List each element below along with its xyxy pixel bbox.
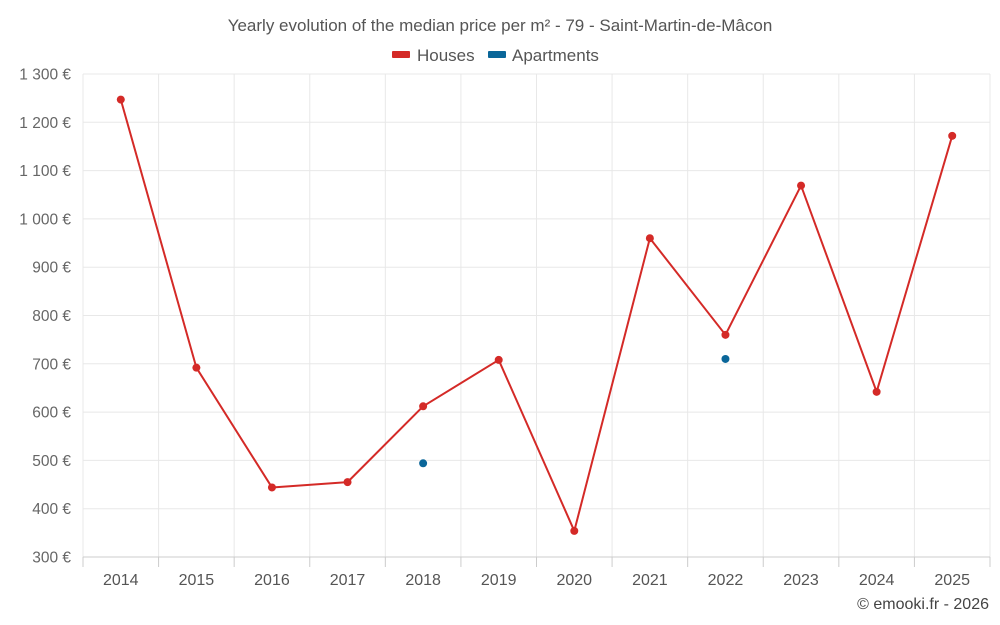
data-point-houses[interactable] — [343, 478, 352, 487]
series-houses — [116, 95, 957, 535]
series-apartments — [419, 354, 730, 468]
y-tick-label: 900 € — [32, 260, 71, 277]
x-tick-label: 2017 — [330, 572, 366, 589]
data-point-houses[interactable] — [797, 181, 806, 190]
data-point-houses[interactable] — [948, 131, 957, 140]
y-tick-label: 1 200 € — [19, 115, 71, 132]
y-tick-label: 400 € — [32, 501, 71, 518]
data-point-houses[interactable] — [645, 234, 654, 243]
x-tick-label: 2023 — [783, 572, 819, 589]
legend: Houses Apartments — [392, 46, 599, 65]
x-axis: 2014 2015 2016 2017 2018 2019 2020 2021 2022 2023… — [82, 556, 991, 589]
x-tick-label: 2021 — [632, 572, 668, 589]
legend-item-houses[interactable]: Houses — [392, 46, 475, 65]
y-tick-label: 300 € — [32, 550, 71, 567]
legend-item-apartments[interactable]: Apartments — [488, 46, 599, 65]
legend-label-houses: Houses — [417, 46, 475, 65]
data-point-houses[interactable] — [872, 387, 881, 396]
series — [116, 95, 957, 535]
y-tick-label: 500 € — [32, 453, 71, 470]
y-axis: 300 € 400 € 500 € 600 € 700 € 800 € 900 € 1 000… — [19, 67, 71, 567]
grid — [82, 73, 991, 557]
x-tick-label: 2020 — [556, 572, 592, 589]
y-tick-label: 700 € — [32, 356, 71, 373]
chart-title: Yearly evolution of the median price per… — [228, 16, 773, 35]
x-tick-label: 2018 — [405, 572, 441, 589]
x-tick-label: 2014 — [103, 572, 139, 589]
credit-text: © emooki.fr - 2026 — [857, 596, 989, 613]
x-tick-label: 2019 — [481, 572, 517, 589]
legend-label-apartments: Apartments — [512, 46, 599, 65]
data-point-apartments[interactable] — [721, 354, 730, 363]
data-point-apartments[interactable] — [419, 459, 428, 468]
y-tick-label: 600 € — [32, 405, 71, 422]
data-point-houses[interactable] — [116, 95, 125, 104]
data-point-houses[interactable] — [721, 330, 730, 339]
y-tick-label: 1 300 € — [19, 67, 71, 84]
legend-swatch-houses — [392, 51, 410, 58]
x-tick-label: 2016 — [254, 572, 290, 589]
data-point-houses[interactable] — [419, 402, 428, 411]
data-point-houses[interactable] — [192, 363, 201, 372]
data-point-houses[interactable] — [570, 526, 579, 535]
x-tick-label: 2025 — [934, 572, 970, 589]
data-point-houses[interactable] — [267, 483, 276, 492]
y-tick-label: 1 000 € — [19, 211, 71, 228]
legend-swatch-apartments — [488, 51, 506, 58]
x-tick-label: 2022 — [708, 572, 744, 589]
x-tick-label: 2024 — [859, 572, 895, 589]
y-tick-label: 800 € — [32, 308, 71, 325]
x-tick-label: 2015 — [179, 572, 215, 589]
y-tick-label: 1 100 € — [19, 163, 71, 180]
series-line-houses — [119, 99, 954, 532]
data-point-houses[interactable] — [494, 355, 503, 364]
